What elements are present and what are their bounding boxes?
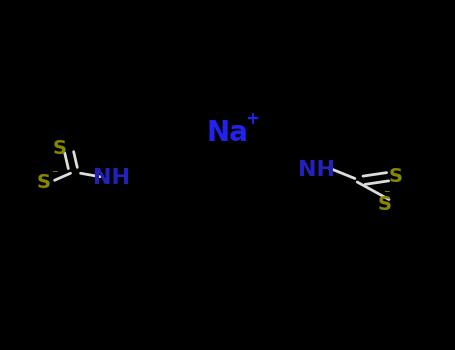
Text: NH: NH [93,168,130,189]
Text: S: S [53,139,67,158]
Text: S: S [36,173,50,191]
Text: ⁻: ⁻ [384,188,390,201]
Text: NH: NH [298,160,335,180]
Text: +: + [246,110,259,128]
Text: ⁻: ⁻ [51,168,58,181]
Text: S: S [378,195,391,214]
Text: Na: Na [207,119,248,147]
Text: S: S [389,167,403,186]
